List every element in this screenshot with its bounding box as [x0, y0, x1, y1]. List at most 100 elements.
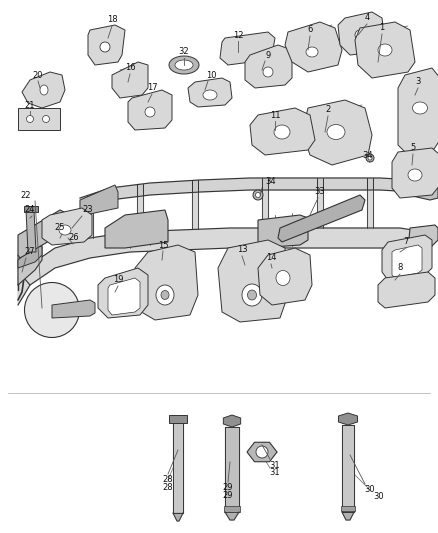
Text: 3: 3 [415, 77, 420, 86]
Polygon shape [392, 245, 422, 278]
Ellipse shape [263, 67, 273, 77]
Polygon shape [128, 90, 172, 130]
Text: 16: 16 [125, 63, 135, 72]
Ellipse shape [327, 125, 345, 140]
Text: 31: 31 [270, 461, 280, 470]
Ellipse shape [161, 290, 169, 300]
Polygon shape [173, 513, 183, 521]
Text: 30: 30 [373, 492, 384, 501]
Polygon shape [225, 512, 239, 520]
Bar [224, 506, 240, 512]
Polygon shape [342, 512, 354, 520]
Ellipse shape [408, 169, 422, 181]
Ellipse shape [247, 290, 257, 300]
Text: 29: 29 [223, 491, 233, 500]
Text: 20: 20 [33, 70, 43, 79]
Ellipse shape [203, 90, 217, 100]
Text: 23: 23 [83, 206, 93, 214]
Ellipse shape [169, 56, 199, 74]
Text: 21: 21 [25, 101, 35, 109]
Polygon shape [188, 78, 232, 107]
Polygon shape [339, 413, 357, 425]
Polygon shape [245, 45, 292, 88]
Text: 31: 31 [270, 468, 280, 477]
Ellipse shape [145, 107, 155, 117]
Polygon shape [247, 442, 277, 462]
Polygon shape [80, 185, 118, 215]
Polygon shape [18, 245, 42, 268]
Text: 25: 25 [55, 223, 65, 232]
Polygon shape [26, 210, 36, 252]
Polygon shape [258, 215, 308, 248]
Polygon shape [105, 210, 168, 248]
Polygon shape [317, 178, 323, 228]
Text: 26: 26 [69, 233, 79, 243]
Ellipse shape [42, 116, 49, 123]
Text: 19: 19 [113, 276, 123, 285]
Polygon shape [18, 228, 425, 305]
Ellipse shape [413, 102, 427, 114]
Polygon shape [278, 195, 365, 242]
Text: 9: 9 [265, 51, 271, 60]
Polygon shape [18, 240, 42, 285]
Polygon shape [98, 268, 148, 318]
Ellipse shape [276, 271, 290, 286]
Text: 28: 28 [162, 475, 173, 484]
Ellipse shape [175, 60, 193, 70]
Polygon shape [408, 183, 438, 200]
Ellipse shape [100, 42, 110, 52]
Polygon shape [378, 272, 435, 308]
Polygon shape [173, 423, 183, 513]
Ellipse shape [27, 116, 33, 123]
Text: 15: 15 [158, 240, 168, 249]
Polygon shape [355, 22, 415, 78]
Text: 33: 33 [314, 188, 325, 197]
Polygon shape [112, 62, 148, 98]
Text: 29: 29 [223, 483, 233, 492]
Text: 28: 28 [162, 483, 173, 492]
Polygon shape [22, 72, 65, 108]
Polygon shape [80, 178, 435, 210]
Text: 14: 14 [266, 254, 276, 262]
Ellipse shape [256, 446, 268, 458]
Ellipse shape [255, 192, 261, 198]
Text: 5: 5 [410, 143, 416, 152]
Text: 30: 30 [365, 486, 375, 495]
Polygon shape [408, 225, 438, 250]
Text: 34: 34 [266, 177, 276, 187]
Ellipse shape [366, 154, 374, 162]
Polygon shape [137, 184, 143, 232]
Polygon shape [88, 25, 125, 65]
Polygon shape [258, 248, 312, 305]
Ellipse shape [378, 44, 392, 56]
Ellipse shape [306, 47, 318, 57]
Polygon shape [398, 68, 438, 155]
Ellipse shape [25, 282, 80, 337]
Polygon shape [135, 245, 198, 320]
Text: 8: 8 [397, 263, 403, 272]
Text: 34: 34 [363, 150, 373, 159]
Text: 11: 11 [270, 110, 280, 119]
FancyBboxPatch shape [169, 415, 187, 423]
Text: 24: 24 [25, 206, 35, 214]
Text: 12: 12 [233, 30, 243, 39]
Bar [341, 506, 355, 511]
Polygon shape [302, 100, 372, 165]
Ellipse shape [40, 85, 48, 95]
Text: 18: 18 [107, 15, 117, 25]
Polygon shape [225, 427, 239, 512]
Text: 7: 7 [403, 238, 409, 246]
Text: 10: 10 [206, 70, 216, 79]
Polygon shape [392, 148, 438, 198]
Bar [18, 108, 60, 130]
Polygon shape [192, 180, 198, 229]
Text: 32: 32 [179, 47, 189, 56]
Ellipse shape [368, 156, 372, 160]
Polygon shape [108, 278, 140, 315]
Polygon shape [285, 22, 342, 72]
Polygon shape [220, 32, 275, 65]
Polygon shape [87, 195, 93, 238]
Ellipse shape [274, 125, 290, 139]
Polygon shape [42, 208, 92, 245]
Polygon shape [218, 240, 288, 322]
